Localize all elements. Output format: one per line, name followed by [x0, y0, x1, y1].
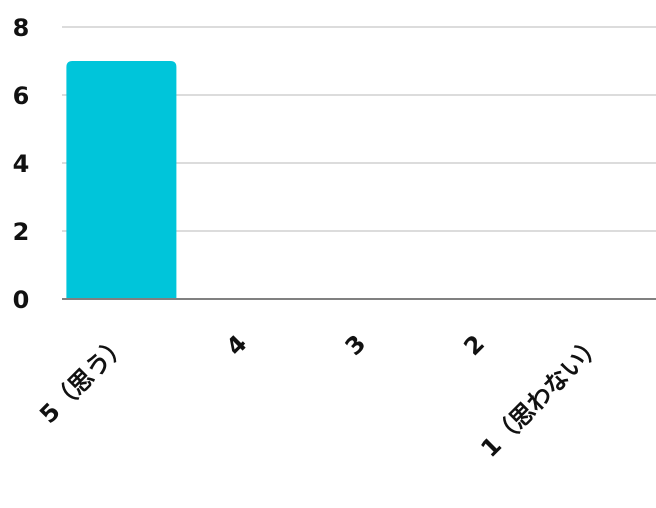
- y-tick-label: 8: [13, 14, 30, 42]
- x-tick-label: 3: [340, 329, 372, 361]
- bars: [66, 61, 177, 299]
- y-tick-label: 2: [13, 218, 30, 246]
- x-tick-label: 1（思わない）: [475, 329, 608, 462]
- y-tick-labels: 0 2 4 6 8: [13, 14, 30, 314]
- x-tick-label: 5（思う）: [34, 329, 133, 428]
- y-tick-label: 6: [13, 82, 30, 110]
- y-tick-label: 4: [13, 150, 30, 178]
- x-tick-label: 2: [458, 329, 490, 361]
- x-tick-labels: 5（思う） 4 3 21（思わない）: [34, 329, 609, 462]
- y-tick-label: 0: [13, 286, 30, 314]
- bar-1: [66, 61, 177, 299]
- x-tick-label: 4: [221, 329, 253, 361]
